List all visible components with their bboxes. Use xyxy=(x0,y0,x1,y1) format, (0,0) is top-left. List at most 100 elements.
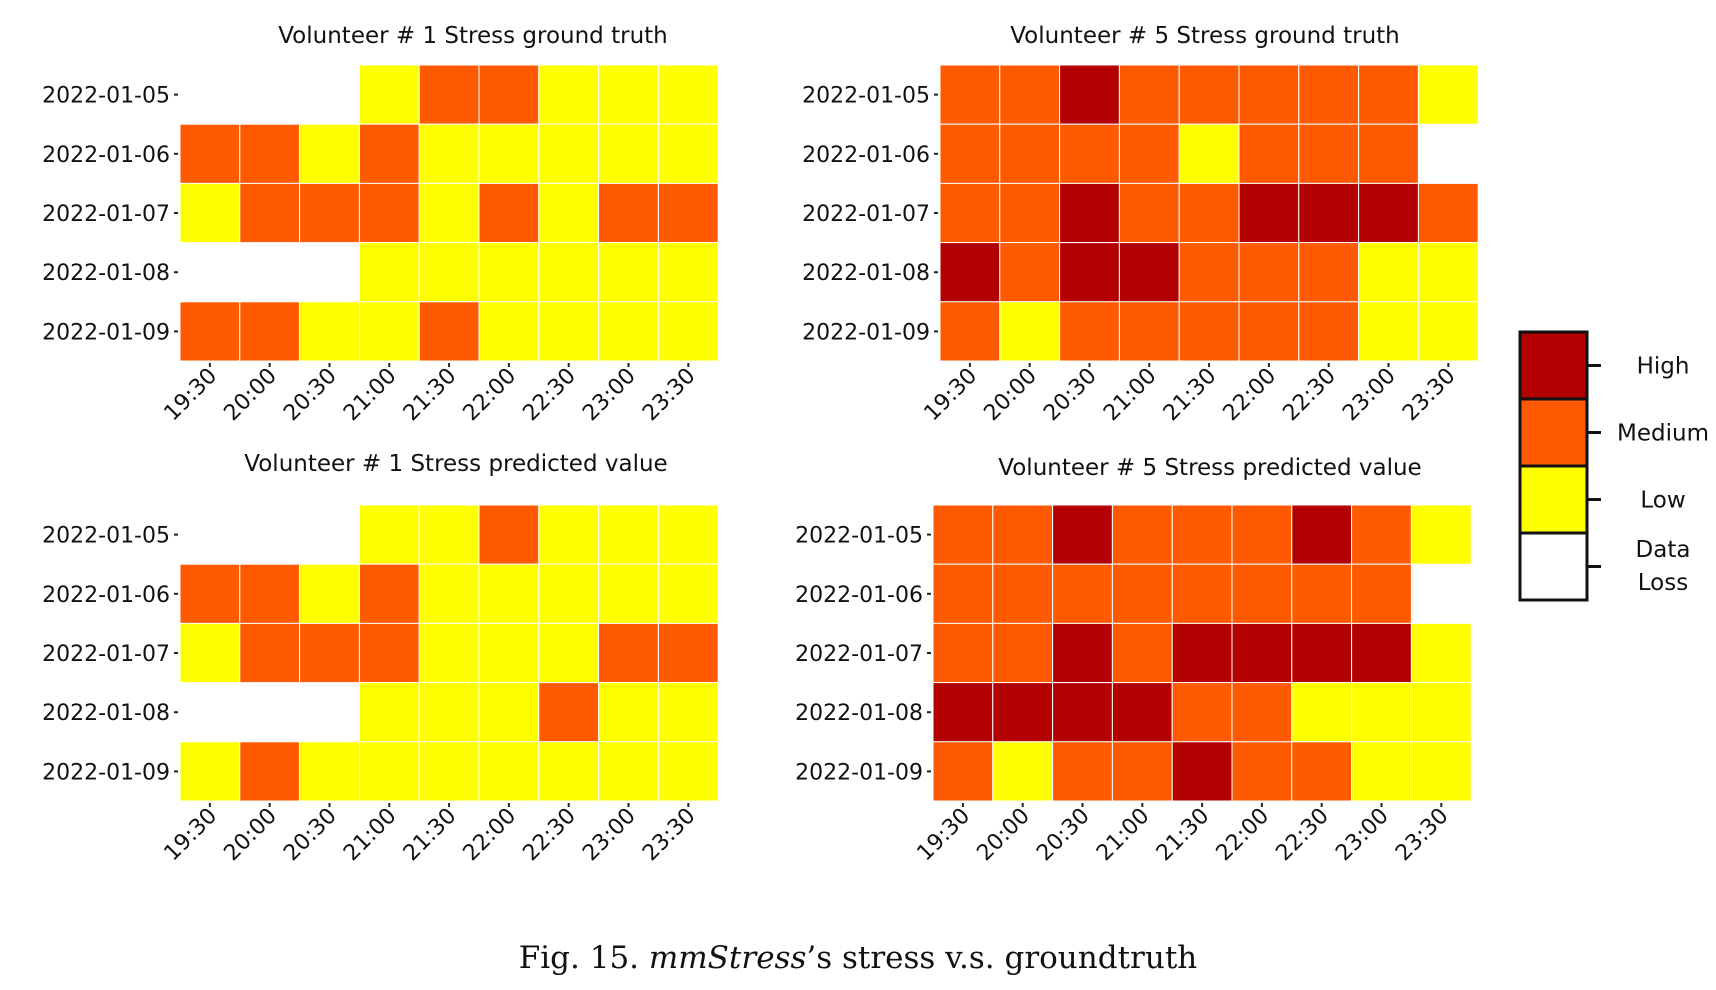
heatmap-cell xyxy=(1238,242,1300,303)
heatmap-cell xyxy=(478,242,540,303)
y-tick-label: 2022-01-06 xyxy=(802,143,930,168)
heatmap-cell xyxy=(1298,123,1360,184)
heatmap-cell xyxy=(418,242,480,303)
heatmap-cell xyxy=(358,741,420,802)
heatmap-cell xyxy=(1417,182,1479,244)
heatmap-cell xyxy=(1298,64,1360,125)
heatmap-cell xyxy=(239,505,300,565)
heatmap-cell xyxy=(239,301,301,362)
heatmap-cell xyxy=(1231,563,1293,624)
x-tick-label: 20:30 xyxy=(279,804,342,867)
heatmap-cell xyxy=(1231,504,1293,565)
heatmap-cell xyxy=(179,563,241,624)
legend-label: High xyxy=(1637,354,1690,380)
heatmap-cell xyxy=(179,301,241,362)
y-tick-label: 2022-01-09 xyxy=(42,760,170,785)
heatmap-cell xyxy=(1171,563,1233,624)
x-tick-label: 22:30 xyxy=(518,364,581,427)
heatmap-cell xyxy=(478,741,540,802)
heatmap-panel-4: Volunteer # 5 Stress predicted value 2022… xyxy=(795,455,1472,867)
heatmap-cell xyxy=(239,563,301,624)
heatmap-cell xyxy=(1111,741,1173,802)
heatmap-cell xyxy=(538,504,600,565)
heatmap-cell xyxy=(358,682,420,743)
x-tick-label: 23:30 xyxy=(638,804,701,867)
heatmap-cell xyxy=(598,123,659,184)
heatmap-cell xyxy=(1238,182,1300,244)
heatmap-cell xyxy=(992,682,1054,743)
x-tick-label: 23:00 xyxy=(578,364,641,427)
heatmap-cell xyxy=(1351,563,1412,624)
x-tick-label: 22:30 xyxy=(518,804,581,867)
x-tick-label: 20:00 xyxy=(219,364,282,427)
y-tick-label: 2022-01-06 xyxy=(42,583,170,608)
panel-title: Volunteer # 5 Stress predicted value xyxy=(998,455,1421,481)
heatmap-cell xyxy=(598,563,659,624)
heatmap-cell xyxy=(999,123,1061,184)
heatmap-cell xyxy=(418,64,480,125)
heatmap-cell xyxy=(538,123,600,184)
heatmap-cell xyxy=(1291,563,1353,624)
heatmap-cell xyxy=(1171,504,1233,565)
x-tick-label: 22:00 xyxy=(1219,364,1282,427)
legend-label: Low xyxy=(1640,488,1685,514)
heatmap-cell xyxy=(180,682,240,742)
heatmap-cell xyxy=(358,242,420,303)
heatmap-cell xyxy=(1178,242,1240,303)
heatmap-cell xyxy=(478,123,540,184)
heatmap-cell xyxy=(1417,64,1479,125)
heatmap-cell xyxy=(1351,741,1412,802)
heatmap-panel-1: Volunteer # 1 Stress ground truth 2022-01… xyxy=(42,23,719,427)
y-tick-label: 2022-01-05 xyxy=(802,84,930,109)
heatmap-cell xyxy=(1298,182,1360,244)
heatmap-cell xyxy=(939,301,1001,362)
x-tick-label: 23:00 xyxy=(1331,804,1394,867)
x-tick-label: 22:30 xyxy=(1271,804,1334,867)
heatmap-cell xyxy=(179,123,241,184)
heatmap-cell xyxy=(299,65,360,125)
heatmap-cell xyxy=(538,741,600,802)
heatmap-cell xyxy=(1351,622,1412,684)
heatmap-cell xyxy=(418,123,480,184)
heatmap-cell xyxy=(1052,622,1113,684)
heatmap-cell xyxy=(1052,504,1113,565)
x-tick-label: 21:00 xyxy=(339,804,402,867)
heatmap-cell xyxy=(657,682,719,743)
y-tick-label: 2022-01-08 xyxy=(795,701,923,726)
heatmap-cell xyxy=(999,301,1061,362)
y-tick-label: 2022-01-09 xyxy=(795,760,923,785)
heatmap-cell xyxy=(1291,741,1353,802)
y-tick-label: 2022-01-07 xyxy=(795,642,923,667)
heatmap-cell xyxy=(478,182,540,244)
heatmap-cell xyxy=(1418,124,1479,184)
heatmap-cell xyxy=(1410,741,1472,802)
heatmap-cell xyxy=(239,242,300,302)
legend-label: Loss xyxy=(1638,570,1688,596)
heatmap-cell xyxy=(1351,682,1412,743)
heatmap-cell xyxy=(1059,242,1120,303)
heatmap-cell xyxy=(999,182,1061,244)
y-tick-label: 2022-01-07 xyxy=(802,202,930,227)
heatmap-cell xyxy=(1178,64,1240,125)
heatmap-cell xyxy=(299,182,360,244)
heatmap-cell xyxy=(180,65,240,125)
heatmap-cell xyxy=(239,123,301,184)
heatmap-cell xyxy=(932,622,994,684)
x-tick-label: 20:00 xyxy=(972,804,1035,867)
y-tick-label: 2022-01-07 xyxy=(42,642,170,667)
heatmap-cell xyxy=(1410,622,1472,684)
heatmap-cell xyxy=(1410,682,1472,743)
heatmap-cell xyxy=(478,301,540,362)
heatmap-cell xyxy=(299,563,360,624)
heatmap-cell xyxy=(299,505,360,565)
legend-swatch xyxy=(1520,332,1587,399)
heatmap-cell xyxy=(239,682,300,742)
heatmap-cell xyxy=(1171,741,1233,802)
y-tick-label: 2022-01-05 xyxy=(42,84,170,109)
heatmap-cell xyxy=(299,682,360,742)
heatmap-cell xyxy=(180,505,240,565)
heatmap-cell xyxy=(1178,301,1240,362)
heatmap-cell xyxy=(1358,242,1419,303)
heatmap-cell xyxy=(1358,301,1419,362)
